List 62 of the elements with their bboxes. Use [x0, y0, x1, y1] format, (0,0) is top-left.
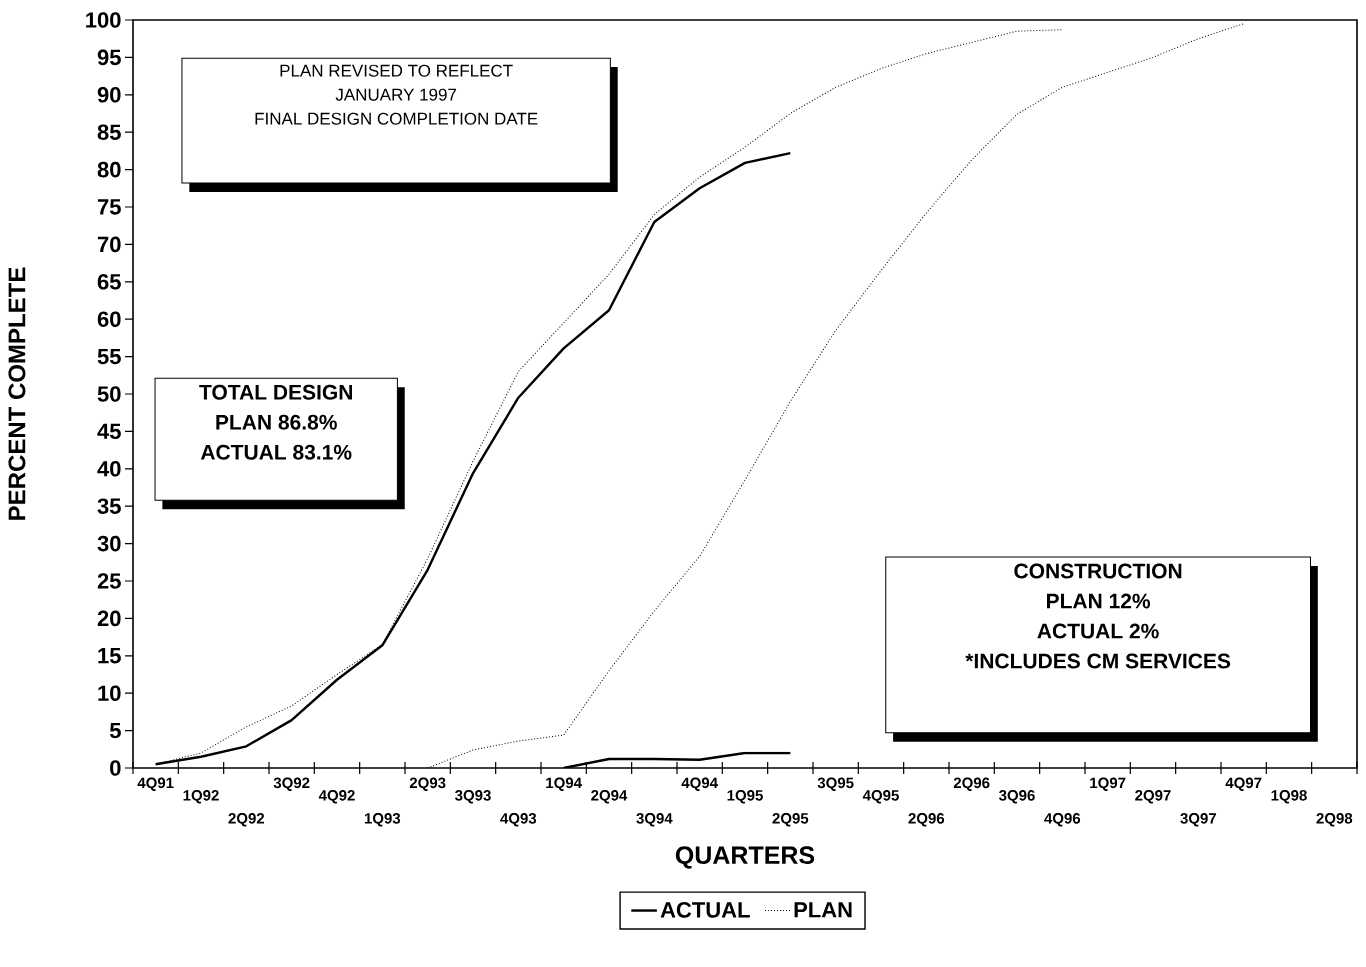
- annotation: PLAN 12%: [1047, 593, 1151, 609]
- y-tick-label: 40: [97, 461, 121, 477]
- annotation: *INCLUDES CM SERVICES: [965, 653, 1231, 669]
- x-tick-label: 2Q92: [228, 813, 265, 827]
- annotation: ACTUAL 2%: [1037, 623, 1159, 639]
- x-tick-label: 4Q93: [500, 813, 537, 827]
- x-tick-label: 4Q96: [1044, 813, 1081, 827]
- y-tick-label: 95: [97, 49, 121, 66]
- x-tick-label: 4Q92: [318, 790, 355, 804]
- x-tick-label: 3Q94: [636, 813, 673, 827]
- legend-label: ACTUAL: [660, 902, 750, 918]
- annotation: PLAN 86.8%: [216, 414, 337, 430]
- x-axis-title: QUARTERS: [675, 846, 815, 869]
- x-tick-label: 3Q92: [273, 777, 310, 791]
- y-tick-label: 100: [86, 12, 121, 28]
- x-tick-label: 1Q95: [727, 790, 763, 804]
- x-tick-label: 2Q94: [591, 790, 628, 804]
- y-tick-label: 25: [97, 573, 121, 589]
- x-tick-label: 3Q97: [1180, 813, 1217, 827]
- x-tick-label: 2Q95: [772, 813, 809, 827]
- x-tick-label: 3Q95: [817, 777, 854, 791]
- y-tick-label: 20: [97, 610, 121, 627]
- y-tick-label: 85: [97, 124, 121, 140]
- legend-label: PLAN: [794, 902, 852, 918]
- x-tick-label: 1Q93: [364, 813, 401, 827]
- y-tick-label: 75: [97, 199, 121, 215]
- y-tick-label: 5: [109, 722, 121, 739]
- y-tick-label: 55: [97, 348, 121, 365]
- x-tick-label: 2Q98: [1316, 813, 1353, 827]
- y-tick-label: 80: [97, 161, 121, 178]
- y-tick-label: 0: [110, 760, 121, 776]
- y-tick-label: 65: [97, 274, 121, 290]
- x-tick-label: 1Q94: [546, 777, 582, 791]
- y-tick-label: 60: [97, 311, 121, 327]
- y-tick-label: 35: [97, 498, 121, 515]
- y-tick-label: 90: [97, 87, 121, 103]
- y-tick-label: 70: [97, 236, 121, 253]
- x-tick-label: 2Q96: [953, 777, 990, 791]
- y-tick-label: 30: [97, 535, 121, 552]
- x-tick-label: 1Q92: [183, 790, 219, 804]
- x-tick-label: 4Q94: [681, 777, 718, 791]
- annotation: PLAN REVISED TO REFLECT: [280, 64, 513, 77]
- x-tick-label: 2Q96: [908, 813, 945, 827]
- y-tick-label: 10: [98, 685, 121, 701]
- annotation: ACTUAL 83.1%: [200, 444, 352, 460]
- x-tick-label: 2Q93: [409, 777, 446, 791]
- x-tick-label: 2Q97: [1135, 790, 1171, 804]
- x-tick-label: 4Q91: [137, 777, 174, 791]
- y-tick-label: 45: [97, 423, 121, 440]
- x-tick-label: 3Q93: [454, 790, 491, 804]
- annotation: JANUARY 1997: [335, 88, 457, 101]
- x-tick-label: 4Q97: [1225, 777, 1262, 791]
- x-tick-label: 1Q98: [1271, 790, 1307, 804]
- y-tick-label: 50: [97, 386, 121, 402]
- x-tick-label: 3Q96: [998, 790, 1035, 804]
- y-axis-title: PERCENT COMPLETE: [8, 267, 26, 520]
- annotation: TOTAL DESIGN: [199, 384, 352, 400]
- annotation: CONSTRUCTION: [1014, 563, 1182, 579]
- y-tick-label: 15: [98, 648, 121, 664]
- x-tick-label: 1Q97: [1090, 777, 1126, 791]
- annotation: FINAL DESIGN COMPLETION DATE: [255, 112, 538, 125]
- x-tick-label: 4Q95: [862, 790, 899, 804]
